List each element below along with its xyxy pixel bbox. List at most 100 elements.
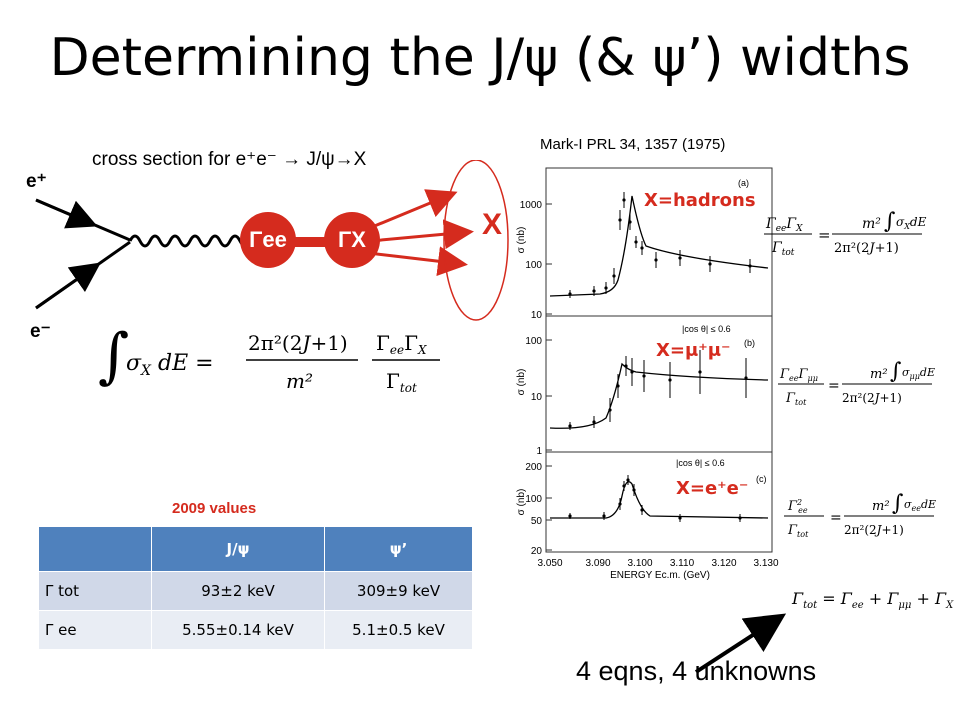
svg-text:Γtot: Γtot [386, 369, 417, 395]
data-point [568, 514, 572, 518]
eq-mumu: ΓeeΓμμ Γtot = m² 2π²(2J+1) ∫ σμμdE [778, 359, 935, 407]
data-point [678, 516, 682, 520]
y-tick-label: 1000 [520, 200, 543, 211]
svg-text:=: = [818, 226, 831, 244]
gamma-x-bubble: ΓX [324, 212, 380, 268]
cell-jpsi-gamma-tot: 93±2 keV [151, 571, 325, 611]
svg-text:ΓeeΓX: ΓeeΓX [376, 331, 427, 357]
panel-b-cut: |cos θ| ≤ 0.6 [682, 324, 731, 334]
svg-text:2π²(2J+1): 2π²(2J+1) [842, 391, 902, 405]
photon-wave [128, 234, 252, 248]
row-label-gamma-ee: Γ ee [38, 610, 152, 650]
eq-total: Γtot = Γee + Γμμ + ΓX [791, 589, 954, 611]
svg-text:σX dE =: σX dE = [126, 351, 214, 379]
x-axis-label: ENERGY Ec.m. (GeV) [610, 570, 710, 580]
svg-text:=: = [828, 378, 840, 394]
x-tick-label: 3.090 [585, 558, 610, 569]
svg-text:Γtot = Γee + Γμμ + ΓX: Γtot = Γee + Γμμ + ΓX [791, 589, 954, 611]
svg-text:∫: ∫ [884, 209, 896, 234]
data-point [608, 408, 612, 412]
svg-text:=: = [830, 510, 842, 526]
table-row: Γ ee 5.55±0.14 keV 5.1±0.5 keV [38, 610, 473, 650]
data-point [748, 264, 752, 268]
eq-hadrons: ΓeeΓX Γtot = m² 2π²(2J+1) ∫ σXdE [764, 209, 927, 258]
y-tick-label: 100 [525, 494, 542, 505]
data-point [602, 514, 606, 518]
x-tick-label: 3.130 [753, 558, 778, 569]
curve-hadrons [549, 195, 769, 297]
svg-text:σμμdE: σμμdE [902, 366, 935, 381]
panel-c-cut: |cos θ| ≤ 0.6 [676, 458, 725, 468]
y-axis-label: σ (nb) [516, 369, 527, 396]
diagram-subtitle: cross section for e⁺e⁻ → J/ψ→X [92, 149, 367, 170]
summary-text: 4 eqns, 4 unknowns [576, 656, 817, 686]
eq-ee: Γ2 ee Γtot = m² 2π²(2J+1) ∫ σeedE [784, 491, 936, 539]
table-row: Γ tot 93±2 keV 309±9 keV [38, 571, 473, 611]
decay-diagram [35, 160, 509, 321]
cell-jpsi-gamma-ee: 5.55±0.14 keV [151, 610, 325, 650]
svg-text:σXdE: σXdE [896, 215, 927, 231]
plot-panel-frame [545, 451, 773, 553]
table-header-jpsi: J/ψ [151, 526, 325, 572]
panel-c-process: X=e⁺e⁻ [676, 478, 749, 499]
data-point [630, 370, 634, 374]
panel-b-process: X=μ⁺μ⁻ [656, 340, 731, 361]
data-point [640, 246, 644, 250]
y-tick-label: 200 [525, 462, 542, 473]
data-point [622, 198, 626, 202]
gamma-ee-bubble: Γee [240, 212, 296, 268]
y-tick-label: 20 [531, 546, 543, 557]
svg-text:Γtot: Γtot [787, 523, 809, 539]
svg-text:ΓeeΓX: ΓeeΓX [765, 216, 803, 234]
eplus-label: e⁺ [26, 171, 47, 192]
svg-text:m²: m² [870, 367, 888, 382]
data-point [698, 370, 702, 374]
cell-psiprime-gamma-tot: 309±9 keV [324, 571, 473, 611]
data-point [624, 364, 628, 368]
x-tick-label: 3.050 [537, 558, 562, 569]
y-tick-label: 100 [525, 260, 542, 271]
data-point [654, 258, 658, 262]
data-point [744, 376, 748, 380]
svg-text:2π²(2J+1): 2π²(2J+1) [248, 331, 348, 355]
panel-b-tag: (b) [744, 338, 755, 348]
cell-psiprime-gamma-ee: 5.1±0.5 keV [324, 610, 473, 650]
svg-text:2π²(2J+1): 2π²(2J+1) [834, 241, 899, 256]
y-tick-label: 10 [531, 310, 543, 321]
data-point [626, 478, 630, 482]
x-tick-label: 3.110 [670, 558, 695, 569]
widths-table: J/ψ ψ’ Γ tot 93±2 keV 309±9 keV Γ ee 5.5… [38, 526, 473, 650]
data-point [568, 292, 572, 296]
panel-a-process: X=hadrons [644, 190, 756, 211]
curve-mumu [549, 362, 769, 429]
cross-section-plot: 1000 100 10 100 10 1 200 100 50 20 σ (nb) σ (nb) σ (… [516, 167, 779, 580]
panel-a-tag: (a) [738, 178, 749, 188]
data-point [738, 516, 742, 520]
svg-text:m²: m² [872, 499, 890, 514]
final-state-label: X [482, 208, 503, 241]
data-point [632, 488, 636, 492]
row-label-gamma-tot: Γ tot [38, 571, 152, 611]
data-point [618, 218, 622, 222]
table-header-blank [38, 526, 152, 572]
svg-text:∫: ∫ [892, 491, 904, 516]
integral-formula: ∫ σX dE = 2π²(2J+1) m² ΓeeΓX Γtot [98, 321, 440, 395]
table-header-psiprime: ψ’ [324, 526, 473, 572]
data-point [612, 274, 616, 278]
summary-arrow [694, 613, 787, 674]
y-tick-label: 1 [536, 446, 542, 457]
svg-text:ΓeeΓμμ: ΓeeΓμμ [779, 367, 818, 383]
svg-text:Γtot: Γtot [785, 391, 807, 407]
page-title: Determining the J/ψ (& ψ’) widths [49, 28, 911, 88]
data-point [568, 424, 572, 428]
y-axis-label: σ (nb) [516, 489, 527, 516]
data-point [618, 502, 622, 506]
svg-text:m²: m² [286, 369, 313, 393]
svg-text:2π²(2J+1): 2π²(2J+1) [844, 523, 904, 537]
y-tick-label: 50 [531, 516, 543, 527]
y-tick-label: 10 [531, 392, 543, 403]
data-point [678, 256, 682, 260]
y-axis-label: σ (nb) [516, 227, 527, 254]
eminus-label: e⁻ [30, 321, 51, 342]
svg-text:∫: ∫ [890, 359, 902, 384]
